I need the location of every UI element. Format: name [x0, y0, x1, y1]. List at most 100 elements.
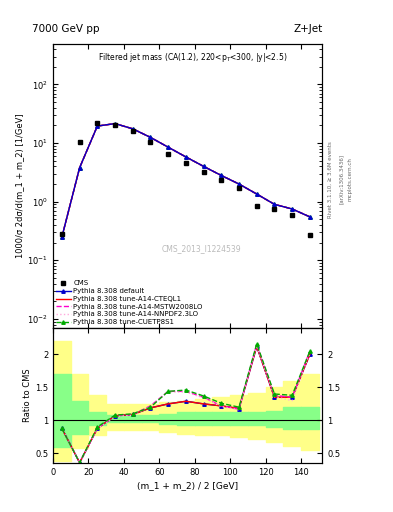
- Pythia 8.308 tune-A14-NNPDF2.3LO: [113, 120, 118, 126]
- Pythia 8.308 tune-A14-CTEQL1: [307, 214, 312, 220]
- Pythia 8.308 tune-A14-CTEQL1: [130, 126, 135, 132]
- CMS: [113, 122, 118, 129]
- Text: CMS_2013_I1224539: CMS_2013_I1224539: [161, 244, 241, 253]
- Pythia 8.308 default: [272, 201, 277, 207]
- Pythia 8.308 default: [130, 126, 135, 132]
- Pythia 8.308 tune-A14-MSTW2008LO: [148, 134, 153, 140]
- Pythia 8.308 tune-CUETP8S1: [272, 201, 277, 207]
- Legend: CMS, Pythia 8.308 default, Pythia 8.308 tune-A14-CTEQL1, Pythia 8.308 tune-A14-M: CMS, Pythia 8.308 default, Pythia 8.308 …: [55, 280, 203, 326]
- Pythia 8.308 tune-A14-CTEQL1: [166, 144, 171, 151]
- Pythia 8.308 tune-A14-NNPDF2.3LO: [148, 134, 153, 140]
- Pythia 8.308 tune-A14-NNPDF2.3LO: [219, 173, 224, 179]
- Pythia 8.308 tune-A14-NNPDF2.3LO: [184, 154, 188, 160]
- Pythia 8.308 tune-A14-MSTW2008LO: [307, 214, 312, 220]
- CMS: [166, 151, 171, 157]
- Pythia 8.308 default: [201, 163, 206, 169]
- Pythia 8.308 tune-A14-NNPDF2.3LO: [130, 126, 135, 132]
- Pythia 8.308 tune-A14-NNPDF2.3LO: [254, 191, 259, 197]
- Pythia 8.308 tune-A14-NNPDF2.3LO: [307, 214, 312, 220]
- CMS: [307, 232, 312, 238]
- CMS: [184, 160, 188, 166]
- Pythia 8.308 default: [290, 206, 294, 212]
- Pythia 8.308 tune-A14-CTEQL1: [148, 134, 153, 140]
- CMS: [130, 128, 135, 134]
- Pythia 8.308 tune-A14-NNPDF2.3LO: [95, 123, 100, 129]
- Pythia 8.308 tune-A14-NNPDF2.3LO: [201, 163, 206, 169]
- Pythia 8.308 tune-A14-MSTW2008LO: [201, 163, 206, 169]
- Pythia 8.308 tune-A14-NNPDF2.3LO: [272, 201, 277, 207]
- Pythia 8.308 default: [184, 154, 188, 160]
- Pythia 8.308 tune-A14-CTEQL1: [77, 165, 82, 171]
- Pythia 8.308 default: [237, 181, 241, 187]
- CMS: [60, 231, 64, 237]
- Pythia 8.308 tune-A14-CTEQL1: [60, 234, 64, 240]
- Pythia 8.308 tune-A14-NNPDF2.3LO: [60, 234, 64, 240]
- Pythia 8.308 tune-A14-MSTW2008LO: [77, 165, 82, 171]
- Pythia 8.308 tune-A14-CTEQL1: [184, 154, 188, 160]
- Pythia 8.308 tune-CUETP8S1: [60, 234, 64, 240]
- Pythia 8.308 tune-CUETP8S1: [166, 144, 171, 151]
- Pythia 8.308 default: [148, 134, 153, 140]
- Pythia 8.308 tune-A14-MSTW2008LO: [254, 191, 259, 197]
- Pythia 8.308 default: [60, 234, 64, 240]
- Text: 7000 GeV pp: 7000 GeV pp: [31, 24, 99, 34]
- Y-axis label: Ratio to CMS: Ratio to CMS: [23, 369, 32, 422]
- Pythia 8.308 tune-A14-NNPDF2.3LO: [237, 181, 241, 187]
- CMS: [148, 139, 153, 145]
- CMS: [290, 211, 294, 218]
- Pythia 8.308 tune-CUETP8S1: [307, 214, 312, 220]
- Pythia 8.308 tune-CUETP8S1: [113, 120, 118, 126]
- Line: Pythia 8.308 tune-CUETP8S1: Pythia 8.308 tune-CUETP8S1: [60, 122, 312, 239]
- Pythia 8.308 default: [113, 120, 118, 126]
- Text: Filtered jet mass (CA(1.2), 220<p$_{T}$<300, |y|<2.5): Filtered jet mass (CA(1.2), 220<p$_{T}$<…: [98, 51, 288, 63]
- Pythia 8.308 tune-A14-CTEQL1: [113, 120, 118, 126]
- Pythia 8.308 tune-CUETP8S1: [254, 191, 259, 197]
- Pythia 8.308 tune-A14-MSTW2008LO: [60, 234, 64, 240]
- Line: Pythia 8.308 tune-A14-CTEQL1: Pythia 8.308 tune-A14-CTEQL1: [62, 123, 310, 237]
- CMS: [272, 206, 277, 212]
- Pythia 8.308 tune-CUETP8S1: [290, 206, 294, 212]
- Pythia 8.308 tune-A14-CTEQL1: [95, 123, 100, 129]
- Y-axis label: 1000/σ 2dσ/d(m_1 + m_2) [1/GeV]: 1000/σ 2dσ/d(m_1 + m_2) [1/GeV]: [16, 114, 25, 258]
- Pythia 8.308 tune-CUETP8S1: [130, 126, 135, 132]
- Text: Z+Jet: Z+Jet: [293, 24, 322, 34]
- Pythia 8.308 default: [307, 214, 312, 220]
- Line: Pythia 8.308 tune-A14-NNPDF2.3LO: Pythia 8.308 tune-A14-NNPDF2.3LO: [62, 123, 310, 237]
- Text: Rivet 3.1.10, ≥ 3.6M events: Rivet 3.1.10, ≥ 3.6M events: [328, 141, 333, 218]
- Pythia 8.308 tune-A14-NNPDF2.3LO: [166, 144, 171, 151]
- Pythia 8.308 tune-A14-CTEQL1: [201, 163, 206, 169]
- Pythia 8.308 tune-A14-MSTW2008LO: [272, 201, 277, 207]
- Pythia 8.308 default: [254, 191, 259, 197]
- Pythia 8.308 tune-A14-MSTW2008LO: [113, 120, 118, 126]
- Pythia 8.308 default: [95, 123, 100, 129]
- Text: [arXiv:1306.3436]: [arXiv:1306.3436]: [339, 154, 344, 204]
- Text: mcplots.cern.ch: mcplots.cern.ch: [347, 157, 352, 201]
- Pythia 8.308 tune-A14-MSTW2008LO: [95, 123, 100, 129]
- CMS: [201, 169, 206, 175]
- CMS: [95, 120, 100, 126]
- Pythia 8.308 tune-A14-MSTW2008LO: [290, 206, 294, 212]
- CMS: [219, 177, 224, 183]
- Line: CMS: CMS: [59, 120, 312, 238]
- Pythia 8.308 tune-CUETP8S1: [95, 123, 100, 129]
- Pythia 8.308 tune-A14-MSTW2008LO: [219, 173, 224, 179]
- Pythia 8.308 tune-A14-CTEQL1: [219, 173, 224, 179]
- Pythia 8.308 tune-CUETP8S1: [184, 154, 188, 160]
- Pythia 8.308 tune-A14-MSTW2008LO: [184, 154, 188, 160]
- Pythia 8.308 tune-A14-CTEQL1: [290, 206, 294, 212]
- Pythia 8.308 default: [166, 144, 171, 151]
- Pythia 8.308 tune-CUETP8S1: [219, 173, 224, 179]
- Pythia 8.308 tune-A14-CTEQL1: [272, 201, 277, 207]
- Pythia 8.308 tune-CUETP8S1: [77, 165, 82, 171]
- X-axis label: (m_1 + m_2) / 2 [GeV]: (m_1 + m_2) / 2 [GeV]: [137, 481, 238, 490]
- Pythia 8.308 tune-CUETP8S1: [201, 163, 206, 169]
- Pythia 8.308 tune-A14-MSTW2008LO: [237, 181, 241, 187]
- Pythia 8.308 tune-A14-MSTW2008LO: [130, 126, 135, 132]
- Pythia 8.308 tune-A14-NNPDF2.3LO: [77, 165, 82, 171]
- CMS: [77, 139, 82, 145]
- Pythia 8.308 tune-A14-NNPDF2.3LO: [290, 206, 294, 212]
- Line: Pythia 8.308 default: Pythia 8.308 default: [60, 122, 312, 239]
- Pythia 8.308 tune-A14-CTEQL1: [237, 181, 241, 187]
- CMS: [254, 203, 259, 209]
- CMS: [237, 185, 241, 191]
